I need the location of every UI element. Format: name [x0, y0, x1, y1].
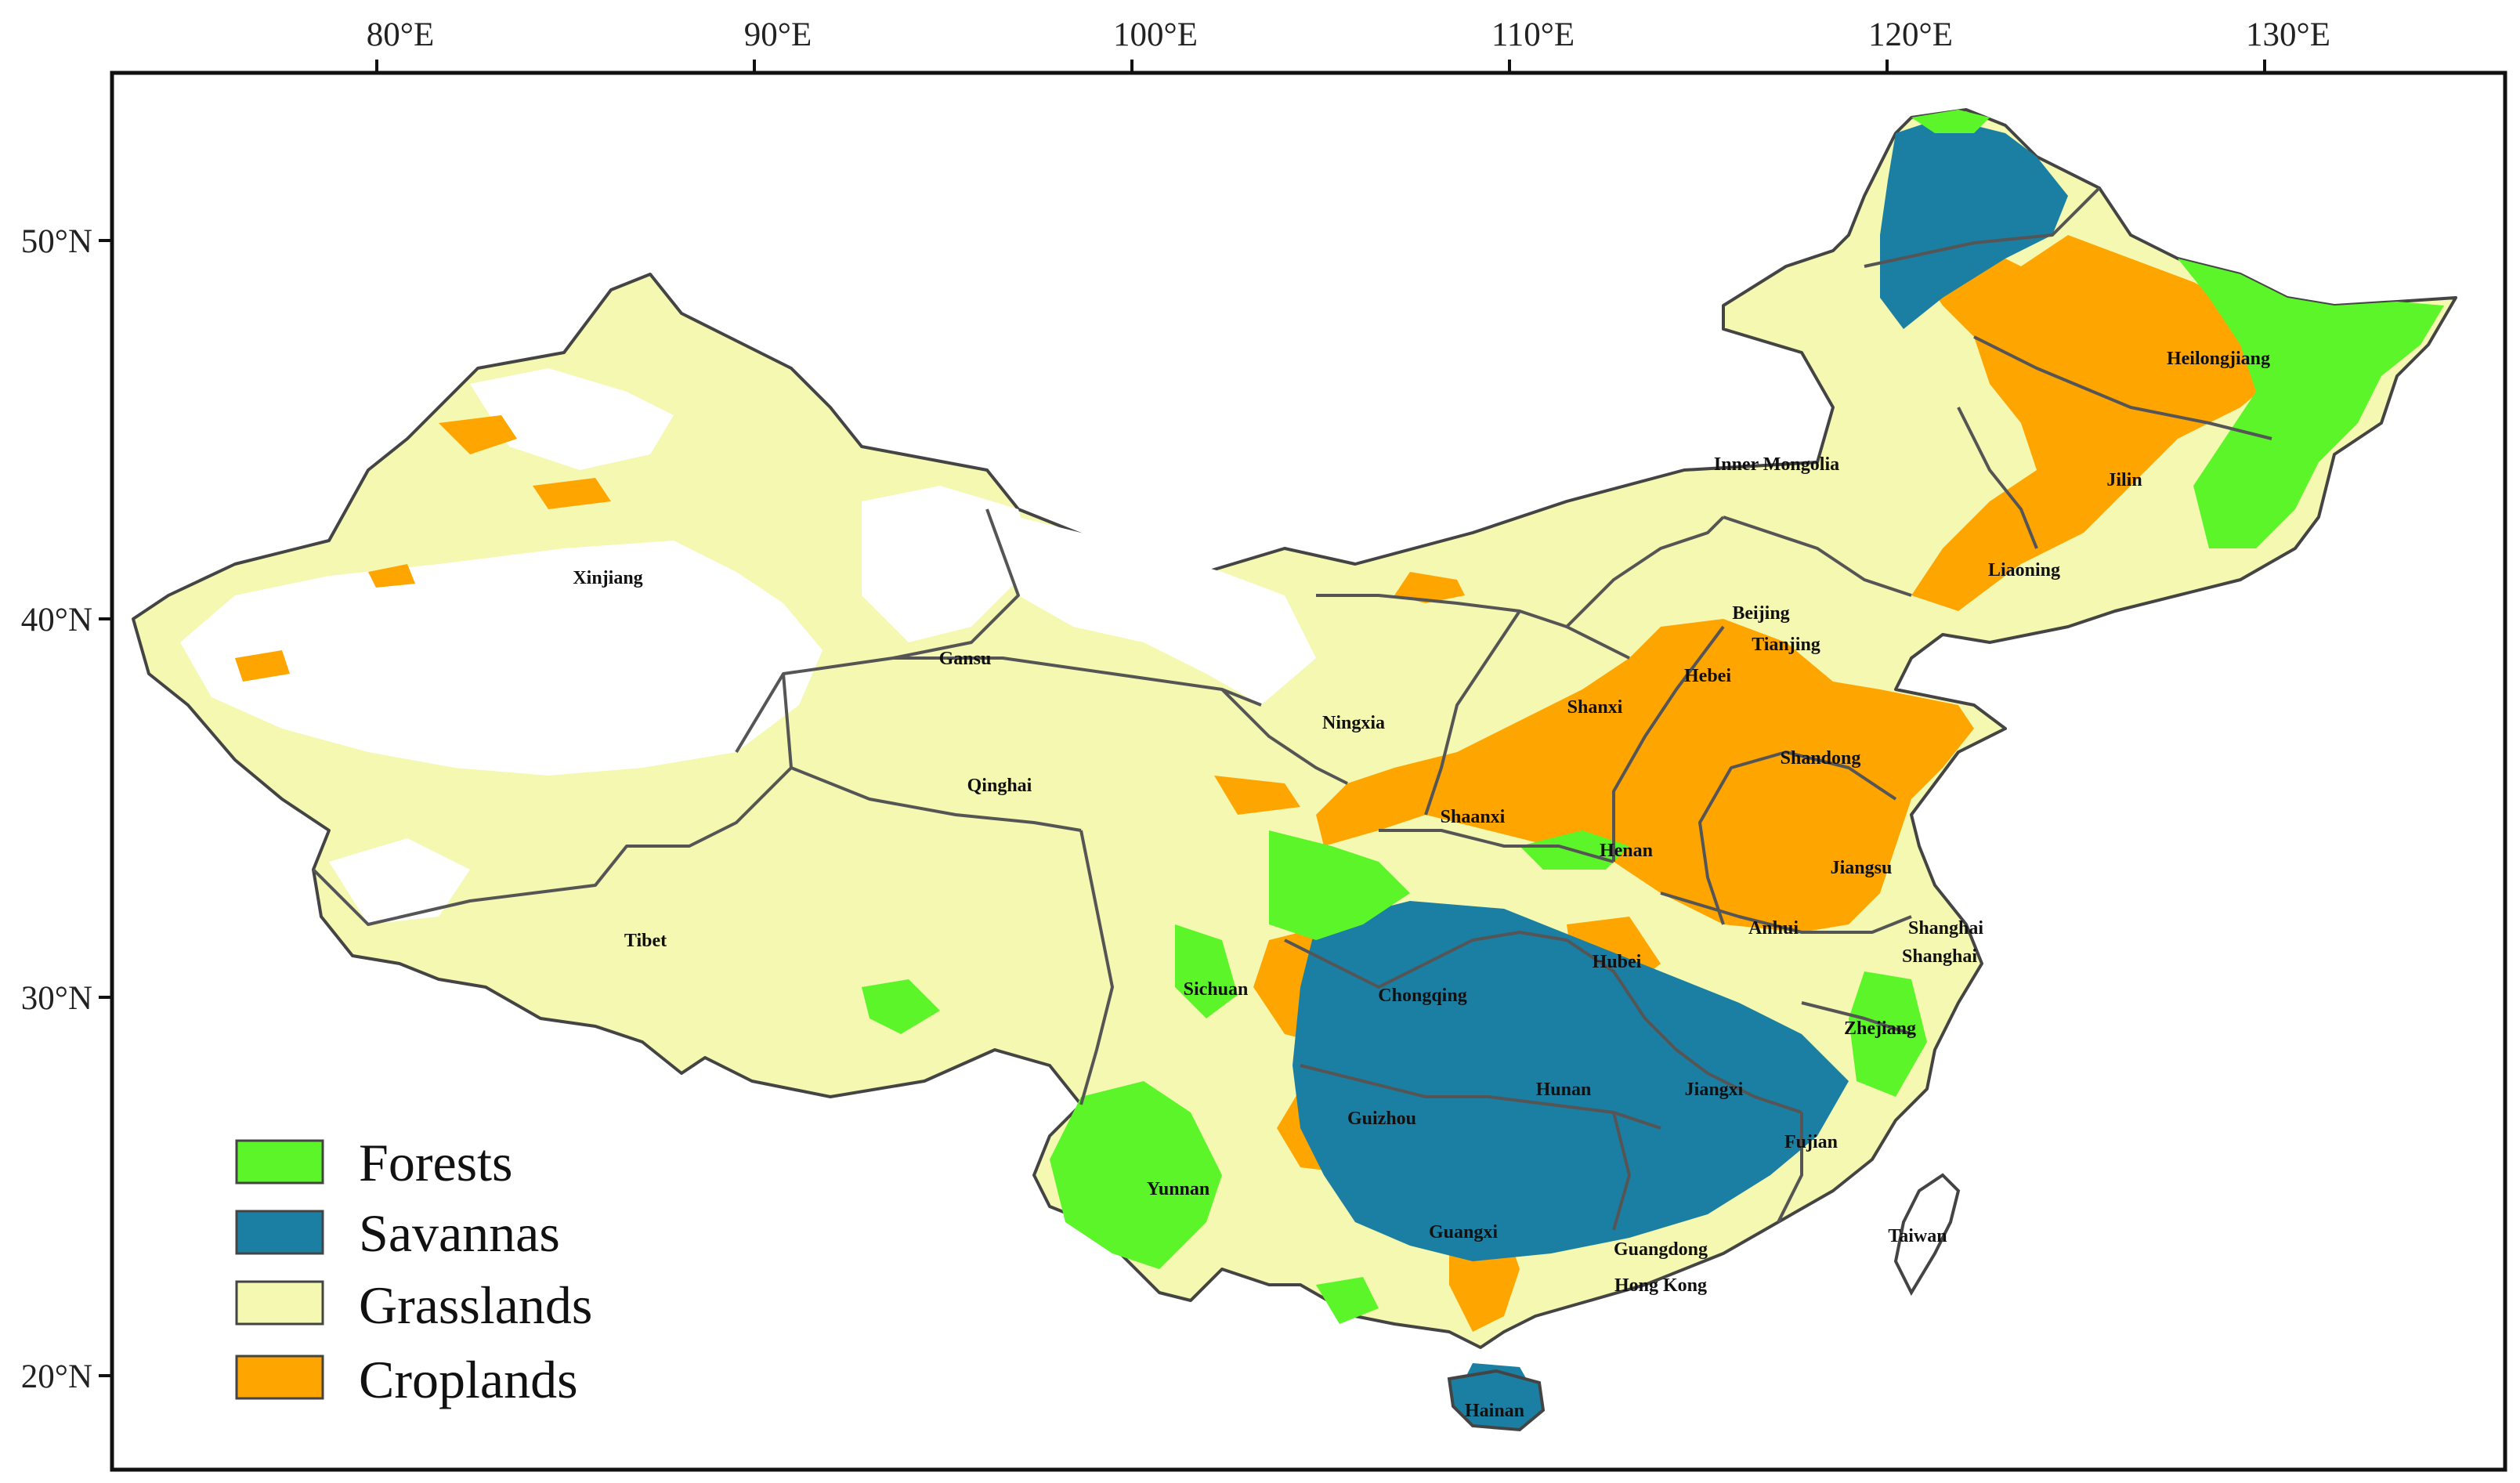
province-label-henan: Henan: [1600, 841, 1653, 861]
province-label-guizhou: Guizhou: [1347, 1109, 1416, 1129]
province-label-guangdong: Guangdong: [1614, 1239, 1708, 1260]
legend-label-forests: Forests: [359, 1133, 512, 1192]
province-label-shanxi: Shanxi: [1567, 697, 1623, 718]
province-label-shanghai: Shanghai: [1908, 918, 1983, 939]
latitude-tick-labels: 50°N 40°N 30°N 20°N: [21, 223, 92, 1395]
province-label-guangxi: Guangxi: [1429, 1222, 1498, 1242]
lat-tick-label: 20°N: [21, 1358, 92, 1395]
province-label-liaoning: Liaoning: [1988, 560, 2060, 581]
lon-tick-label: 90°E: [744, 16, 812, 53]
province-label-fujian: Fujian: [1784, 1132, 1838, 1152]
province-label-heilongjiang: Heilongjiang: [2167, 349, 2270, 369]
legend-swatch-croplands: [235, 1355, 324, 1400]
lat-tick-label: 50°N: [21, 223, 92, 260]
province-label-tibet: Tibet: [624, 931, 667, 951]
savannas-areas: [1293, 118, 2068, 1418]
province-label-beijing: Beijing: [1732, 603, 1789, 624]
province-label-yunnan: Yunnan: [1147, 1179, 1210, 1199]
province-label-hebei: Hebei: [1684, 666, 1731, 686]
province-label-xinjiang: Xinjiang: [573, 568, 642, 588]
forests-areas: [862, 110, 2444, 1324]
province-label-jiangxi: Jiangxi: [1685, 1080, 1744, 1100]
province-label-inner-mongolia: Inner Mongolia: [1714, 454, 1839, 475]
province-label-hunan: Hunan: [1536, 1080, 1592, 1100]
longitude-ticks: [375, 60, 2266, 73]
longitude-tick-labels: 80°E 90°E 100°E 110°E 120°E 130°E: [367, 16, 2330, 53]
province-label-hainan: Hainan: [1465, 1401, 1524, 1421]
legend-label-croplands: Croplands: [359, 1350, 578, 1409]
legend-swatch-savannas: [235, 1210, 324, 1255]
province-label-gansu: Gansu: [939, 649, 992, 669]
legend-label-grasslands: Grasslands: [359, 1275, 592, 1335]
lon-tick-label: 130°E: [2246, 16, 2330, 53]
province-label-hubei: Hubei: [1593, 952, 1642, 972]
legend-swatch-grasslands: [235, 1280, 324, 1326]
latitude-ticks: [99, 239, 112, 1377]
province-label-jilin: Jilin: [2106, 470, 2142, 490]
province-label-shandong: Shandong: [1781, 748, 1861, 769]
province-label-anhui: Anhui: [1748, 918, 1799, 939]
lon-tick-label: 120°E: [1868, 16, 1953, 53]
lat-tick-label: 40°N: [21, 602, 92, 638]
legend: Forests Savannas Grasslands Croplands: [235, 1133, 592, 1409]
legend-swatch-forests: [235, 1139, 324, 1185]
province-borders: [312, 186, 2272, 1231]
province-label-zhejiang: Zhejiang: [1844, 1018, 1916, 1039]
province-label-chongqing: Chongqing: [1378, 986, 1466, 1006]
province-label-hong-kong: Hong Kong: [1614, 1275, 1707, 1296]
lon-tick-label: 100°E: [1113, 16, 1198, 53]
province-label-shanghai-2: Shanghai: [1902, 946, 1977, 967]
taiwan-island: [1893, 1173, 1961, 1297]
province-label-shaanxi: Shaanxi: [1441, 807, 1506, 827]
province-label-tianjing: Tianjing: [1752, 635, 1820, 655]
province-label-ningxia: Ningxia: [1322, 713, 1385, 733]
province-label-jiangsu: Jiangsu: [1831, 858, 1893, 878]
province-label-qinghai: Qinghai: [967, 776, 1032, 796]
lon-tick-label: 110°E: [1491, 16, 1575, 53]
province-labels: Heilongjiang Jilin Liaoning Inner Mongol…: [573, 349, 2270, 1421]
islands: [1447, 1173, 1961, 1432]
barren-areas: [180, 368, 1316, 924]
hainan-island: [1447, 1369, 1546, 1432]
province-label-sichuan: Sichuan: [1184, 979, 1249, 1000]
lon-tick-label: 80°E: [367, 16, 434, 53]
lat-tick-label: 30°N: [21, 980, 92, 1017]
province-label-taiwan: Taiwan: [1888, 1226, 1947, 1246]
legend-label-savannas: Savannas: [359, 1203, 560, 1263]
